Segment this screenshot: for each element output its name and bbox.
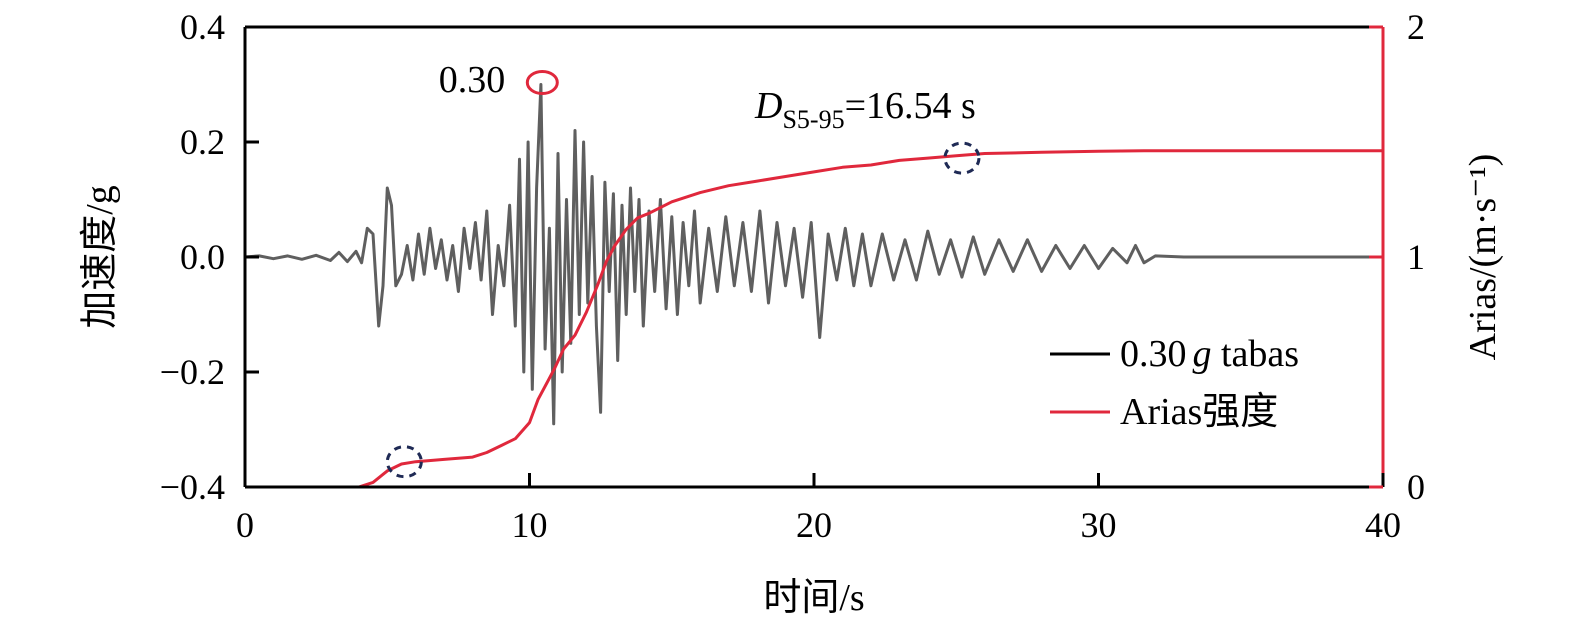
y-tick-label: −0.4 — [160, 467, 225, 507]
arias-5pct-marker — [385, 445, 423, 479]
x-tick-label: 30 — [1081, 505, 1117, 545]
y2-axis-label: Arias/(m·s⁻¹) — [1462, 154, 1504, 361]
duration-annotation: DS5-95=16.54 s — [754, 85, 976, 134]
legend-label-tabas: 0.30 g tabas — [1120, 333, 1299, 375]
y-tick-label: −0.2 — [160, 352, 225, 392]
acceleration-series-line — [244, 83, 1383, 426]
x-axis-label: 时间/s — [763, 577, 864, 619]
legend: 0.30 g tabas Arias强度 — [1050, 333, 1299, 433]
duration-value: =16.54 s — [845, 85, 976, 127]
peak-label: 0.30 — [439, 59, 506, 101]
x-tick-label: 10 — [512, 505, 548, 545]
y2-tick-label: 0 — [1407, 467, 1425, 507]
y-axis-label: 加速度/g — [79, 185, 121, 329]
peak-marker-circle — [525, 70, 559, 95]
x-tick-label: 0 — [236, 505, 254, 545]
y-tick-label: 0.4 — [180, 7, 225, 47]
duration-symbol: D — [754, 85, 782, 127]
x-tick-label: 40 — [1365, 505, 1401, 545]
y2-tick-label: 2 — [1407, 7, 1425, 47]
x-tick-label: 20 — [796, 505, 832, 545]
duration-subscript: S5-95 — [782, 105, 844, 134]
legend-label-arias: Arias强度 — [1120, 391, 1278, 433]
arias-95pct-marker — [943, 141, 981, 175]
arias-series-line — [245, 149, 1383, 489]
y-tick-label: 0.0 — [180, 237, 225, 277]
y2-tick-label: 1 — [1407, 237, 1425, 277]
y-tick-label: 0.2 — [180, 122, 225, 162]
